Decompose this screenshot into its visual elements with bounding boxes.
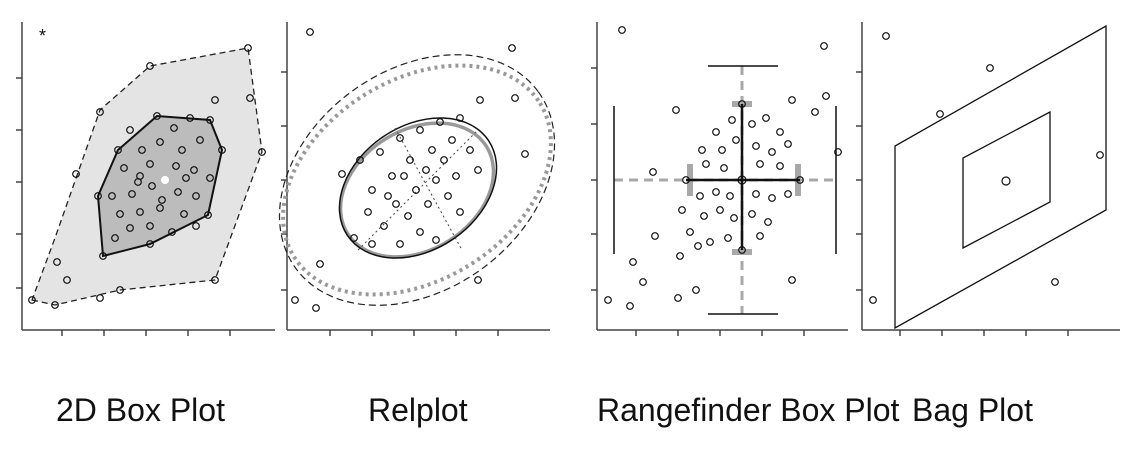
fence-parallelogram [894, 24, 1107, 330]
label-relplot: Relplot [368, 392, 468, 428]
axes [591, 22, 848, 336]
data-points [869, 32, 1104, 304]
hinge-cross [686, 104, 800, 250]
robust-fence-ellipse [281, 63, 553, 297]
outlier-marker: * [39, 26, 46, 46]
bag-rectangle [962, 110, 1051, 250]
label-2d-box-plot: 2D Box Plot [56, 392, 225, 428]
regression-lines [357, 127, 479, 251]
axes [16, 22, 275, 336]
panel-2d-box-plot: * [16, 22, 275, 336]
axes [856, 22, 1120, 336]
panel-bag-plot [856, 22, 1120, 336]
label-bag-plot: Bag Plot [912, 392, 1033, 428]
label-rangefinder-box-plot: Rangefinder Box Plot [597, 392, 900, 428]
hinge-ellipse-gray [338, 121, 496, 259]
data-points [291, 28, 529, 312]
data-points [604, 26, 842, 310]
median-point [161, 176, 169, 184]
panel-rangefinder-box-plot [591, 22, 848, 336]
gray-hinge-bars [687, 101, 801, 255]
hinge-ellipse [338, 117, 498, 259]
gray-dashed-fences [614, 66, 836, 314]
outer-fence-ellipse [278, 54, 556, 306]
panel-relplot [278, 22, 556, 336]
data-points [28, 44, 266, 309]
rangefinder-lines [613, 65, 837, 315]
